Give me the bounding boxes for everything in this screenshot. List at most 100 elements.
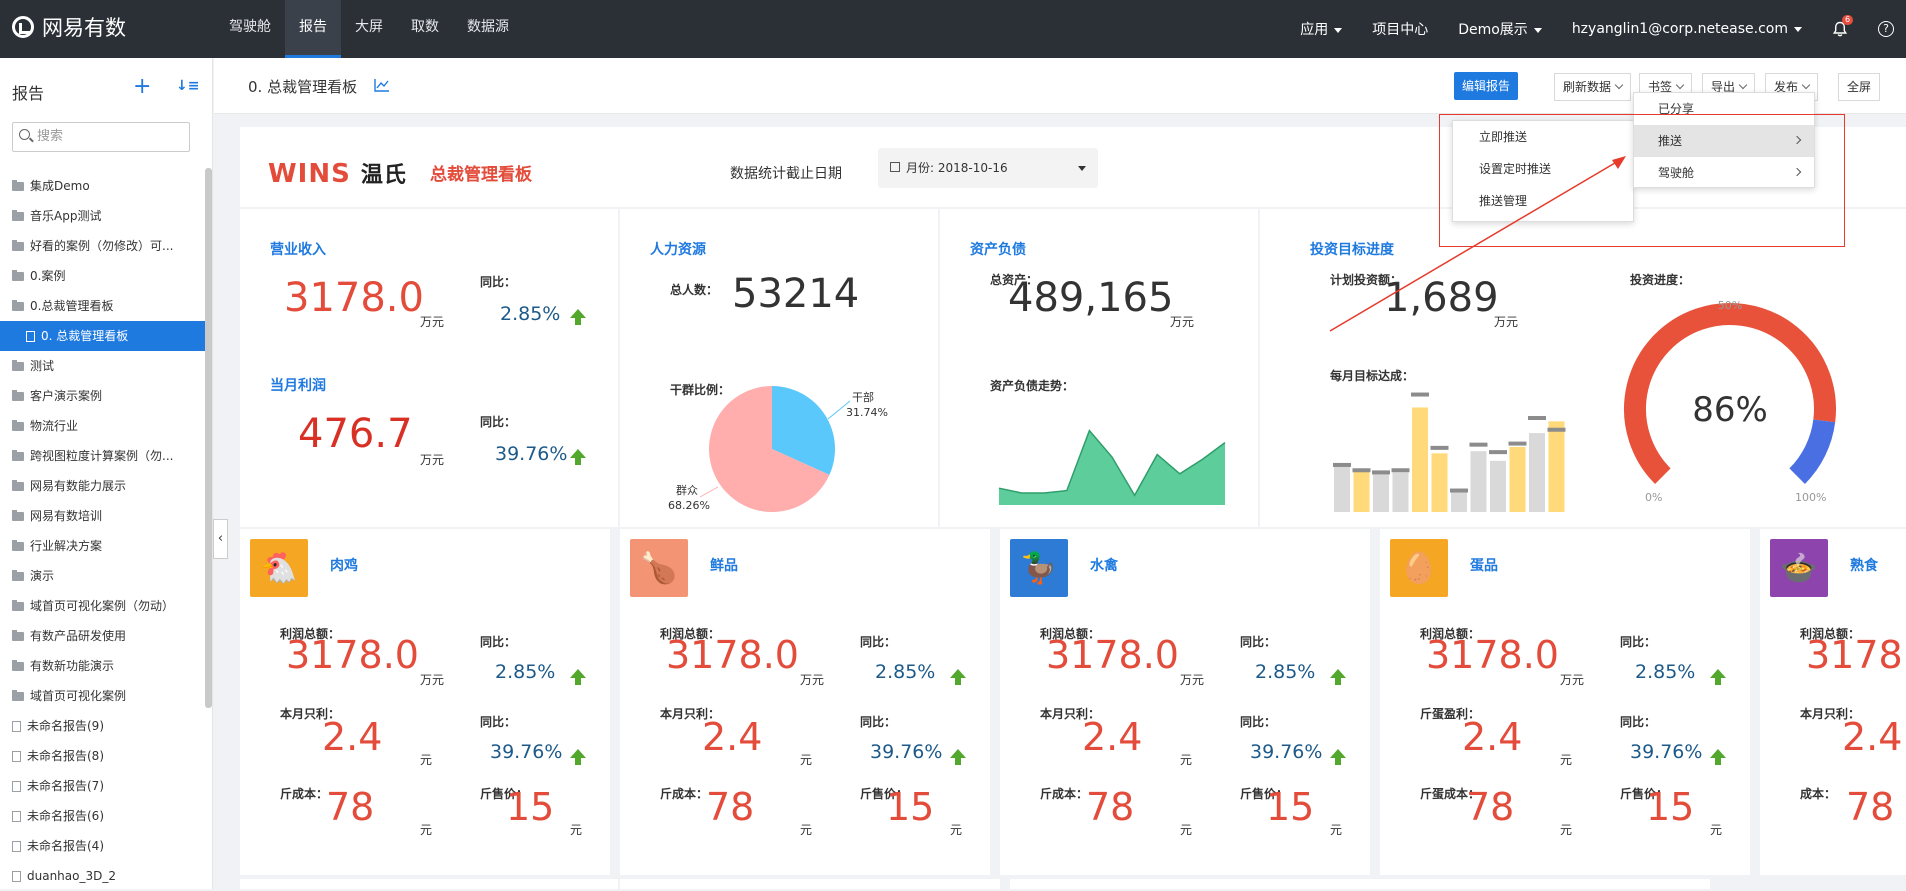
profit-total-unit: 万元: [800, 673, 825, 687]
hr-total-label: 总人数：: [670, 283, 719, 297]
publish-menu: 已分享 推送 驾驶舱: [1633, 92, 1815, 188]
sidebar-item-label: 域首页可视化案例: [30, 689, 127, 703]
sidebar-item[interactable]: 物流行业: [0, 411, 205, 441]
chevron-down-icon: [1801, 80, 1811, 90]
help-icon[interactable]: ?: [1878, 21, 1894, 37]
date-select[interactable]: 月份: 2018-10-16: [878, 148, 1098, 188]
category-card: 🥚 蛋品 利润总额： 3178.0 万元 同比： 2.85% 斤蛋盈利： 2.4…: [1380, 529, 1750, 875]
cadre-ratio-pie: 干部 31.74% 群众 68.26%: [668, 386, 888, 512]
project-center-link[interactable]: 项目中心: [1372, 22, 1429, 38]
sidebar-item[interactable]: duanhao_3D_2: [0, 861, 205, 891]
sidebar-item[interactable]: 有数新功能演示: [0, 651, 205, 681]
bell-icon[interactable]: 6: [1832, 15, 1854, 37]
monthly-profit-label: 本月只利：: [1800, 707, 1861, 721]
collapse-sidebar-button[interactable]: ‹: [213, 519, 228, 559]
nav-query[interactable]: 取数: [411, 19, 439, 35]
assets-trend-label: 资产负债走势：: [990, 379, 1075, 393]
sidebar-item[interactable]: 行业解决方案: [0, 531, 205, 561]
pie-label-pct: 68.26%: [668, 499, 710, 512]
cost-value: 78: [1466, 785, 1515, 829]
nav-cockpit[interactable]: 驾驶舱: [229, 19, 271, 35]
price-unit: 元: [1330, 823, 1343, 837]
bar-target-marker: [1489, 450, 1507, 455]
pie-label-name: 群众: [676, 483, 698, 497]
monthly-yoy-label: 同比：: [480, 715, 517, 729]
demo-menu[interactable]: Demo展示: [1458, 19, 1542, 39]
sidebar-item[interactable]: 未命名报告(6): [0, 801, 205, 831]
sidebar-item[interactable]: 未命名报告(8): [0, 741, 205, 771]
report-tree: 集成Demo 音乐App测试 好看的案例（勿修改）可... 0.案例 0.总裁管理看板 0…: [0, 171, 205, 891]
document-icon: [12, 840, 21, 852]
nav-datasource[interactable]: 数据源: [467, 19, 509, 35]
sidebar-item[interactable]: 未命名报告(4): [0, 831, 205, 861]
sidebar-item[interactable]: 0.总裁管理看板: [0, 291, 205, 321]
line-chart-icon[interactable]: [374, 78, 390, 92]
arrow-up-icon: [1330, 749, 1346, 765]
search-input[interactable]: 搜索: [12, 122, 190, 152]
edit-report-button[interactable]: 编辑报告: [1454, 72, 1519, 100]
user-menu[interactable]: hzyanglin1@corp.netease.com: [1572, 21, 1802, 37]
sidebar-item[interactable]: 跨视图粒度计算案例（勿...: [0, 441, 205, 471]
sidebar-item-label: 网易有数培训: [30, 509, 103, 523]
sidebar-item[interactable]: 0. 总裁管理看板: [0, 321, 205, 351]
apps-menu[interactable]: 应用: [1300, 19, 1343, 39]
pie-label-name: 干部: [852, 390, 874, 404]
sidebar-item[interactable]: 客户演示案例: [0, 381, 205, 411]
shared-item[interactable]: 已分享: [1634, 93, 1814, 125]
arrow-up-icon: [570, 749, 586, 765]
highlight-box: [1439, 114, 1845, 247]
sort-icon[interactable]: ↓≡: [176, 78, 200, 94]
category-name: 蛋品: [1470, 558, 1498, 574]
bar-target-marker: [1508, 441, 1527, 446]
sidebar-item[interactable]: 域首页可视化案例（勿动）: [0, 591, 205, 621]
fullscreen-button[interactable]: 全屏: [1838, 73, 1881, 101]
sidebar-item[interactable]: 测试: [0, 351, 205, 381]
folder-icon: [12, 509, 24, 521]
add-report-icon[interactable]: +: [133, 74, 152, 99]
category-glyph: 🍗: [640, 550, 678, 586]
document-icon: [26, 330, 35, 342]
arrow-up-icon: [1330, 669, 1346, 685]
sidebar-item[interactable]: 演示: [0, 561, 205, 591]
sidebar-item[interactable]: 未命名报告(7): [0, 771, 205, 801]
sidebar-item[interactable]: 好看的案例（勿修改）可...: [0, 231, 205, 261]
sidebar-item-label: 行业解决方案: [30, 539, 103, 553]
push-now-item[interactable]: 立即推送: [1479, 130, 1528, 144]
cost-value: 78: [706, 785, 755, 829]
yoy-label: 同比：: [1620, 635, 1657, 649]
profit-total: 3178: [1806, 633, 1903, 677]
bar-target-marker: [1528, 416, 1546, 420]
monthly-profit: 2.4: [702, 715, 763, 759]
yoy-label: 同比：: [480, 635, 517, 649]
sidebar-item[interactable]: 域首页可视化案例: [0, 681, 205, 711]
area-fill: [999, 430, 1225, 505]
assets-card: 资产负债 总资产： 489,165 万元 资产负债走势：: [940, 209, 1258, 527]
monthly-yoy: 39.76%: [870, 741, 943, 763]
refresh-data-button[interactable]: 刷新数据: [1554, 73, 1632, 101]
monthly-profit: 2.4: [1082, 715, 1143, 759]
sidebar-item[interactable]: 有数产品研发使用: [0, 621, 205, 651]
sidebar-item[interactable]: 网易有数能力展示: [0, 471, 205, 501]
monthly-profit-label: 本月只利：: [280, 707, 341, 721]
folder-icon: [12, 299, 24, 311]
sidebar-scrollbar[interactable]: [205, 168, 212, 708]
cockpit-item[interactable]: 驾驶舱: [1634, 157, 1814, 189]
hr-total: 53214: [732, 271, 860, 317]
revenue-value: 3178.0: [284, 275, 424, 321]
sidebar-item[interactable]: 0.案例: [0, 261, 205, 291]
nav-bigscreen[interactable]: 大屏: [355, 19, 383, 35]
sidebar-item[interactable]: 网易有数培训: [0, 501, 205, 531]
sidebar-item[interactable]: 音乐App测试: [0, 201, 205, 231]
sidebar-item[interactable]: 未命名报告(9): [0, 711, 205, 741]
bookmark-label: 书签: [1648, 80, 1673, 94]
price-label: 斤售价：: [1240, 787, 1289, 801]
sidebar-item-label: 测试: [30, 359, 55, 373]
bar: [1509, 446, 1526, 512]
report-toolbar: 0. 总裁管理看板 编辑报告 刷新数据 书签 导出 发布 全屏: [214, 58, 1906, 114]
category-card: 🍗 鲜品 利润总额： 3178.0 万元 同比： 2.85% 本月只利： 2.4…: [620, 529, 990, 875]
app-logo[interactable]: 网易有数: [12, 12, 126, 42]
nav-report[interactable]: 报告: [285, 0, 341, 58]
push-item[interactable]: 推送: [1634, 125, 1814, 157]
sidebar-item[interactable]: 集成Demo: [0, 171, 205, 201]
invest-progress-label: 投资进度：: [1630, 273, 1691, 287]
